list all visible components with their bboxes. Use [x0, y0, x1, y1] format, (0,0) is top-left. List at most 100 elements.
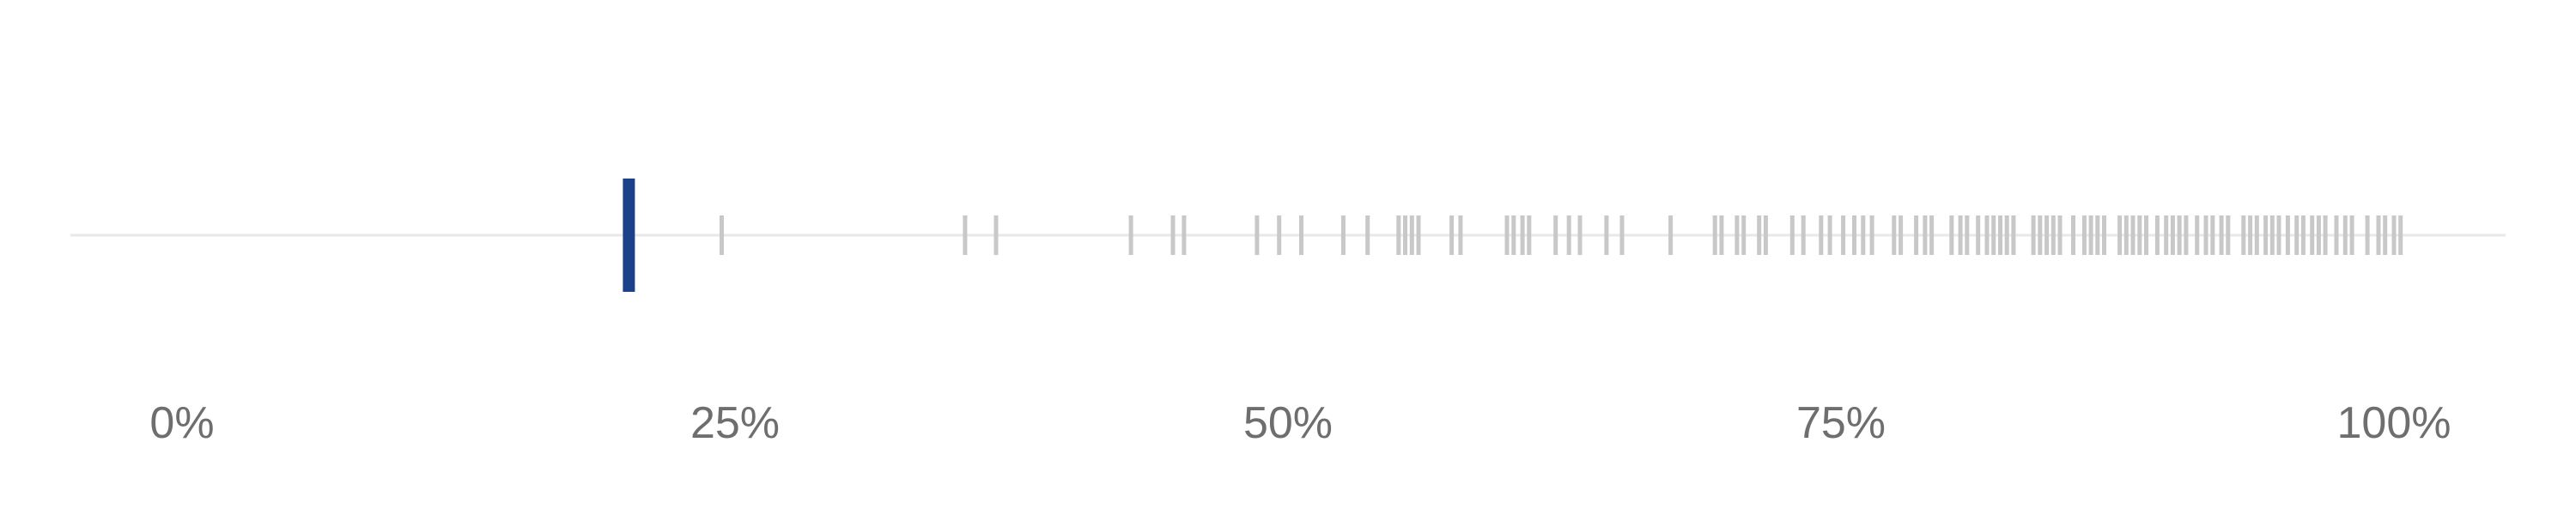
other-mark: [1553, 215, 1558, 255]
other-mark: [1504, 215, 1510, 255]
other-marks: [720, 215, 2403, 255]
other-mark: [2117, 215, 2123, 255]
other-mark: [2004, 215, 2009, 255]
other-mark: [1511, 215, 1516, 255]
other-mark: [2310, 215, 2315, 255]
other-mark: [2248, 215, 2253, 255]
other-mark: [1712, 215, 1717, 255]
other-mark: [2323, 215, 2328, 255]
other-mark: [1763, 215, 1768, 255]
other-mark: [1299, 215, 1303, 255]
other-mark: [1841, 215, 1846, 255]
other-mark: [1365, 215, 1370, 255]
other-mark: [1396, 215, 1401, 255]
other-mark: [1929, 215, 1935, 255]
other-mark: [1604, 215, 1609, 255]
other-mark: [1527, 215, 1532, 255]
other-mark: [1861, 215, 1866, 255]
x-tick-label-75: 75%: [1796, 398, 1886, 448]
x-tick-label-100: 100%: [2337, 398, 2451, 448]
other-mark: [1619, 215, 1625, 255]
other-mark: [2170, 215, 2175, 255]
other-mark: [2184, 215, 2189, 255]
other-mark: [2154, 215, 2160, 255]
other-mark: [1914, 215, 1919, 255]
other-mark: [1409, 215, 1414, 255]
other-mark: [2342, 215, 2348, 255]
other-mark: [1949, 215, 1954, 255]
other-mark: [1182, 215, 1187, 255]
other-mark: [2102, 215, 2106, 255]
other-mark: [2376, 215, 2381, 255]
other-mark: [2050, 215, 2056, 255]
other-mark: [2391, 215, 2397, 255]
other-mark: [2081, 215, 2087, 255]
x-tick-label-0: 0%: [149, 398, 214, 448]
other-mark: [1668, 215, 1674, 255]
other-mark: [1566, 215, 1571, 255]
other-mark: [2164, 215, 2169, 255]
other-mark: [1965, 215, 1970, 255]
other-mark: [2300, 215, 2306, 255]
other-mark: [1827, 215, 1832, 255]
x-tick-label-25: 25%: [690, 398, 780, 448]
other-mark: [2057, 215, 2063, 255]
other-mark: [1923, 215, 1928, 255]
other-mark: [963, 215, 968, 255]
other-mark: [1991, 215, 1996, 255]
other-mark: [2038, 215, 2043, 255]
other-mark: [1869, 215, 1874, 255]
other-mark: [1899, 215, 1904, 255]
other-mark: [1998, 215, 2002, 255]
other-mark: [1458, 215, 1463, 255]
other-mark: [2144, 215, 2148, 255]
other-mark: [1403, 215, 1407, 255]
other-mark: [2130, 215, 2136, 255]
other-mark: [2195, 215, 2200, 255]
other-mark: [2398, 215, 2403, 255]
other-mark: [2095, 215, 2100, 255]
other-mark: [2031, 215, 2036, 255]
other-mark: [1520, 215, 1525, 255]
other-mark: [1170, 215, 1176, 255]
highlight-mark: [623, 179, 635, 292]
other-mark: [1128, 215, 1133, 255]
other-mark: [1801, 215, 1806, 255]
other-mark: [2241, 215, 2246, 255]
other-mark: [1449, 215, 1455, 255]
other-mark: [993, 215, 999, 255]
other-mark: [2044, 215, 2050, 255]
other-mark: [2316, 215, 2321, 255]
other-mark: [1976, 215, 1981, 255]
other-mark: [1852, 215, 1856, 255]
other-mark: [2263, 215, 2269, 255]
other-mark: [1340, 215, 1346, 255]
other-mark: [1757, 215, 1762, 255]
other-mark: [2210, 215, 2215, 255]
other-mark: [1277, 215, 1282, 255]
other-mark: [1789, 215, 1795, 255]
other-mark: [2088, 215, 2093, 255]
other-mark: [1892, 215, 1897, 255]
other-mark: [2276, 215, 2281, 255]
other-mark: [720, 215, 724, 255]
other-mark: [1577, 215, 1583, 255]
x-tick-label-50: 50%: [1243, 398, 1333, 448]
other-mark: [1735, 215, 1740, 255]
other-mark: [2349, 215, 2354, 255]
other-mark: [2383, 215, 2388, 255]
other-mark: [1819, 215, 1824, 255]
other-mark: [1958, 215, 1963, 255]
other-mark: [2226, 215, 2231, 255]
other-mark: [2365, 215, 2370, 255]
other-mark: [2177, 215, 2182, 255]
other-mark: [2137, 215, 2142, 255]
other-mark: [1719, 215, 1724, 255]
other-mark: [1416, 215, 1421, 255]
other-mark: [2203, 215, 2208, 255]
other-mark: [1984, 215, 1990, 255]
other-mark: [2334, 215, 2339, 255]
highlight-marks: [623, 179, 635, 292]
other-mark: [2011, 215, 2016, 255]
